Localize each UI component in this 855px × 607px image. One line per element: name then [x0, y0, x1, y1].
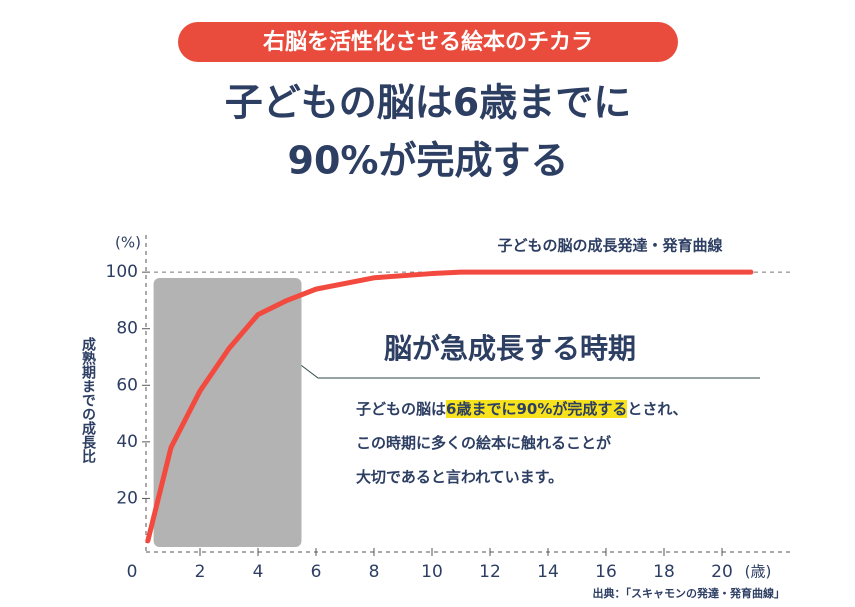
x-tick-label: 12 — [479, 562, 501, 582]
y-axis-label: 成熟期までの成長比 — [80, 336, 96, 464]
series-label: 子どもの脳の成長発達・発育曲線 — [497, 237, 722, 255]
title: 子どもの脳は6歳までに — [225, 81, 631, 125]
text: 子どもの脳は — [356, 400, 447, 418]
highlight-region — [153, 278, 302, 547]
y-tick-label: 40 — [116, 432, 138, 452]
x-tick-label: 6 — [311, 562, 322, 582]
x-tick-label: 10 — [421, 562, 443, 582]
y-tick-label: 60 — [116, 375, 138, 395]
x-tick-label: 18 — [653, 562, 675, 582]
x-tick-label: 16 — [595, 562, 617, 582]
x-tick-label: 4 — [253, 562, 264, 582]
badge-bg — [178, 22, 678, 62]
x-tick-label: 8 — [369, 562, 380, 582]
source: 出典：「スキャモンの発達・発育曲線」 — [593, 586, 786, 600]
highlight-text: 6歳までに90%が完成する — [446, 400, 628, 418]
annotation-line: この時期に多くの絵本に触れることが — [356, 426, 688, 460]
badge: 右脳を活性化させる絵本のチカラ — [263, 29, 593, 55]
x-unit: (歳) — [745, 563, 772, 581]
x-tick-label: 0 — [127, 562, 138, 582]
annotation-line: 子どもの脳は6歳までに90%が完成するとされ、 — [356, 392, 688, 426]
data-line — [145, 269, 754, 544]
text: とされ、 — [627, 400, 688, 418]
annotation-line: 大切であると言われています。 — [356, 460, 688, 494]
annotation-title: 脳が急成長する時期 — [384, 332, 636, 365]
x-tick-label: 2 — [195, 562, 206, 582]
annotation-text: 子どもの脳は6歳までに90%が完成するとされ、 この時期に多くの絵本に触れることが… — [356, 392, 688, 494]
text: 大切であると言われています。 — [356, 468, 564, 486]
y-unit: (%) — [115, 234, 141, 252]
x-tick-label: 20 — [711, 562, 733, 582]
y-tick-label: 20 — [116, 488, 138, 508]
title: 90%が完成する — [288, 139, 569, 183]
x-tick-label: 14 — [537, 562, 559, 582]
text: この時期に多くの絵本に触れることが — [356, 434, 612, 452]
y-tick-label: 100 — [106, 262, 138, 282]
y-tick-label: 80 — [116, 319, 138, 339]
